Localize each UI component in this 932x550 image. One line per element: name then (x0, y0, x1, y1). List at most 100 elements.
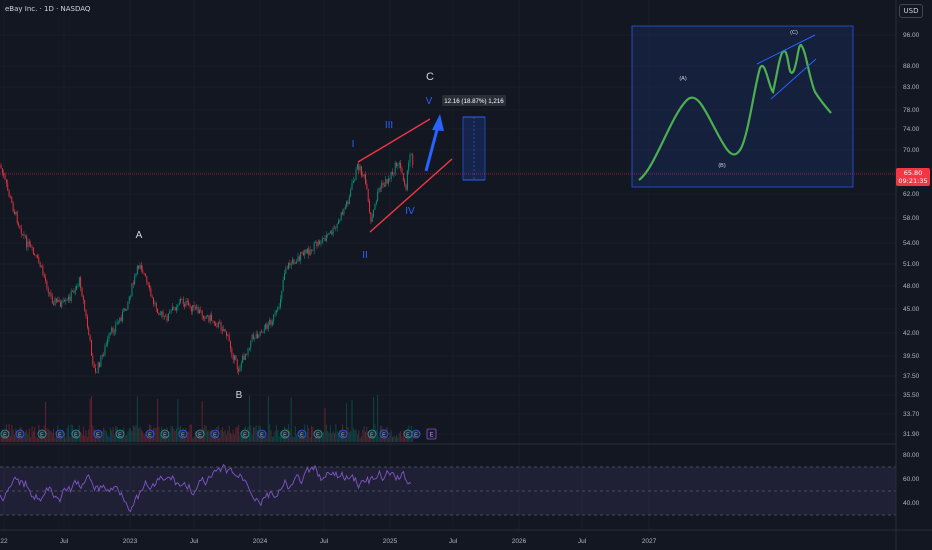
volume-bar (275, 424, 277, 442)
symbol-title[interactable]: eBay Inc. · 1D · NASDAQ (5, 5, 91, 13)
candle-body (275, 310, 277, 313)
volume-bar (313, 437, 315, 442)
candle-body (61, 301, 63, 307)
rsi-axis[interactable]: 80.00 60.00 40.00 (903, 452, 920, 507)
earnings-marker[interactable]: E (15, 429, 25, 439)
rsi-line[interactable] (0, 463, 412, 513)
volume-bar (151, 436, 153, 442)
candle-body (339, 220, 341, 221)
svg-text:E: E (40, 433, 44, 439)
channel-upper-line[interactable] (357, 118, 431, 163)
inset-label-b: (B) (718, 163, 726, 169)
dividend-marker[interactable]: E (367, 429, 377, 439)
candle-body (109, 332, 111, 335)
candle-body (203, 315, 204, 319)
channel-lower-line[interactable] (369, 158, 453, 233)
dividend-marker[interactable]: E (280, 429, 290, 439)
dividend-marker[interactable]: E (403, 429, 413, 439)
candle-body (270, 320, 272, 325)
candle-body (226, 331, 227, 336)
volume-bar (393, 435, 395, 442)
candle-body (116, 322, 118, 325)
volume-bar (92, 425, 94, 442)
volume-bar (297, 434, 299, 442)
volume-bar (208, 430, 210, 442)
upcoming-earnings-marker[interactable]: E (426, 428, 437, 440)
dividend-marker[interactable]: E (71, 429, 81, 439)
volume-bar (162, 436, 164, 442)
candle-body (334, 227, 335, 229)
dividend-marker[interactable]: E (0, 429, 10, 439)
svg-text:E: E (148, 433, 152, 439)
price-axis-label: 58.00 (903, 215, 920, 222)
wave-label-iv: IV (405, 206, 415, 217)
volume-bar (396, 435, 398, 442)
dividend-marker[interactable]: E (313, 429, 323, 439)
volume-bar (309, 436, 311, 442)
volume-bar (209, 430, 211, 442)
volume-bar (34, 426, 36, 442)
volume-bar (240, 431, 242, 442)
dividend-marker[interactable]: E (240, 429, 250, 439)
volume-bar (88, 429, 90, 442)
volume-bar (320, 432, 322, 442)
earnings-marker[interactable]: E (338, 429, 348, 439)
volume-bar (252, 427, 254, 442)
currency-button[interactable]: USD (899, 4, 923, 18)
volume-bar (158, 426, 160, 442)
earnings-marker[interactable]: E (93, 429, 103, 439)
earnings-marker[interactable]: E (379, 429, 389, 439)
candle-body (328, 232, 330, 235)
dividend-marker[interactable]: E (115, 429, 125, 439)
candle-body (331, 231, 333, 235)
earnings-marker[interactable]: E (178, 429, 188, 439)
candle-body (212, 320, 214, 322)
candle-body (234, 355, 235, 360)
price-axis-label: 83.00 (903, 84, 920, 91)
candle-body (5, 179, 7, 184)
volume-bar (59, 435, 61, 442)
volume-bar (81, 434, 83, 442)
candle-body (281, 290, 283, 300)
volume-bar (239, 435, 241, 442)
price-axis[interactable]: 96.0088.0083.0078.0074.0070.0066.0062.00… (903, 32, 920, 438)
candle-body (47, 288, 49, 293)
earnings-marker[interactable]: E (411, 429, 421, 439)
current-price-tag: 65.80 09:21:35 (896, 168, 930, 186)
wave-label-b: B (236, 390, 243, 401)
volume-bar (335, 424, 337, 442)
time-axis-label: 2026 (512, 538, 527, 545)
candle-body (278, 306, 280, 308)
earnings-marker[interactable]: E (145, 429, 155, 439)
price-axis-label: 39.50 (903, 353, 920, 360)
candle-body (274, 312, 276, 315)
volume-bar (39, 436, 41, 442)
candle-body (177, 304, 179, 308)
dividend-marker[interactable]: E (195, 429, 205, 439)
earnings-marker[interactable]: E (210, 429, 220, 439)
volume-bar (188, 431, 190, 442)
candle-body (101, 354, 103, 357)
volume-bar (194, 431, 196, 442)
elliott-inset[interactable]: (A) (B) (C) (631, 25, 854, 188)
dividend-marker[interactable]: E (160, 429, 170, 439)
earnings-marker[interactable]: E (297, 429, 307, 439)
time-axis[interactable]: 22 Jul 2023 Jul 2024 Jul 2025 Jul 2026 Jul 2027 (0, 538, 656, 545)
candle-body (118, 321, 119, 323)
dividend-marker[interactable]: E (37, 429, 47, 439)
candle-body (42, 265, 44, 275)
price-candles[interactable] (0, 152, 414, 376)
earnings-marker[interactable]: E (55, 429, 65, 439)
candle-body (347, 201, 349, 205)
candle-body (217, 322, 219, 327)
earnings-marker[interactable]: E (257, 429, 267, 439)
time-axis-label: 22 (0, 538, 8, 545)
candle-body (24, 236, 26, 237)
volume-bar (82, 426, 84, 442)
wave-label-ii: II (362, 250, 368, 261)
candle-body (151, 296, 153, 299)
wave-v-arrow-line[interactable] (424, 125, 440, 172)
candle-body (140, 264, 142, 270)
